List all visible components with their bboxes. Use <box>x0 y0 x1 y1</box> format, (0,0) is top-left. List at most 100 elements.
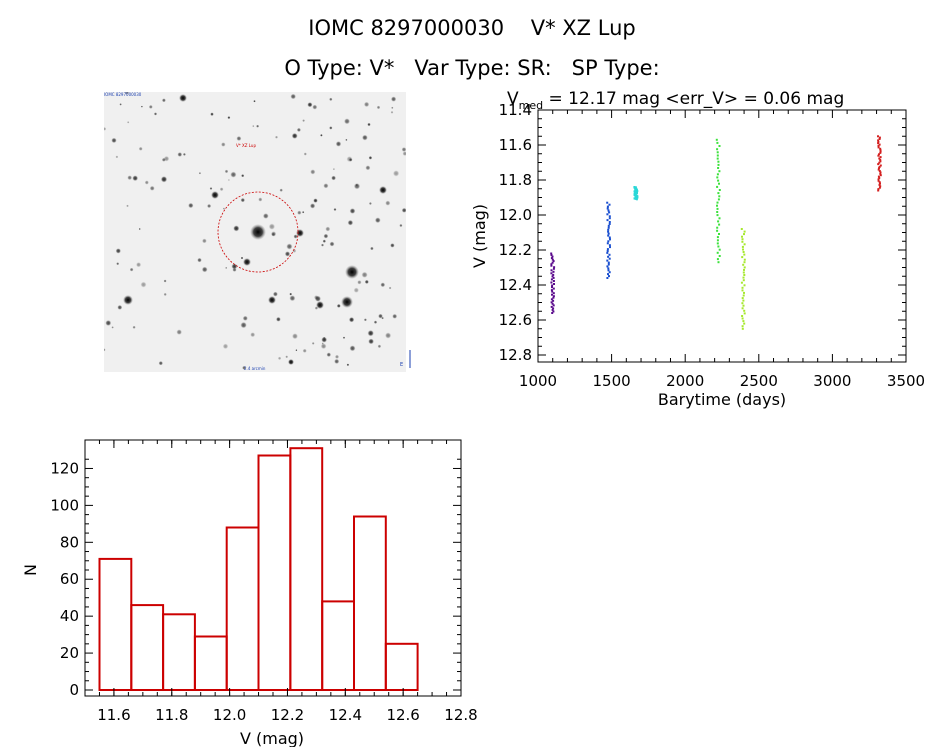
data-point-epoch-2 <box>607 228 610 231</box>
hist-y-tick-label: 60 <box>60 570 79 588</box>
data-point-epoch-6 <box>877 154 880 157</box>
background-star <box>302 119 305 122</box>
data-point-epoch-5 <box>740 281 743 284</box>
data-point-epoch-2 <box>606 201 609 204</box>
background-star <box>270 231 277 237</box>
y-tick-label: 11.6 <box>499 136 532 154</box>
bright-star <box>379 186 387 194</box>
data-point-epoch-5 <box>741 327 744 330</box>
background-star <box>262 213 269 219</box>
data-point-epoch-5 <box>742 320 745 323</box>
background-star <box>132 175 139 182</box>
background-star <box>334 354 340 359</box>
x-tick-label: 1500 <box>593 372 631 390</box>
background-star <box>346 156 353 163</box>
data-point-epoch-4 <box>717 198 720 201</box>
data-point-epoch-1 <box>550 264 553 267</box>
data-point-epoch-4 <box>718 170 721 173</box>
background-star <box>289 295 296 302</box>
data-point-epoch-4 <box>717 220 720 223</box>
data-point-epoch-2 <box>607 240 610 243</box>
hist-y-tick-label: 0 <box>69 681 79 699</box>
light-curve-title: Vmed = 12.17 mag <err_V> = 0.06 mag <box>507 89 844 112</box>
data-point-epoch-2 <box>607 224 610 227</box>
data-point-epoch-4 <box>716 251 719 254</box>
background-star <box>345 138 348 141</box>
background-star <box>127 121 130 124</box>
histogram-bar <box>289 447 324 692</box>
data-point-epoch-6 <box>877 175 880 178</box>
data-point-epoch-6 <box>879 160 882 163</box>
data-point-epoch-6 <box>879 149 882 152</box>
background-star <box>286 243 293 250</box>
background-star <box>302 348 307 353</box>
histogram-bar <box>257 454 292 691</box>
background-star <box>272 291 278 297</box>
background-star <box>401 207 406 213</box>
data-point-epoch-5 <box>743 309 746 312</box>
background-star <box>385 332 392 339</box>
data-point-epoch-4 <box>718 223 721 226</box>
hist-y-tick-label: 40 <box>60 607 79 625</box>
data-point-epoch-5 <box>741 307 744 310</box>
background-star <box>353 287 359 293</box>
background-star <box>332 168 335 171</box>
background-star <box>161 98 166 103</box>
background-star <box>361 271 368 278</box>
background-star <box>347 219 354 226</box>
histogram-bars <box>98 447 419 692</box>
data-point-epoch-4 <box>716 148 719 151</box>
data-point-epoch-4 <box>716 258 719 261</box>
data-point-epoch-1 <box>550 252 553 255</box>
background-star <box>268 223 276 230</box>
background-star <box>296 127 301 132</box>
background-star <box>116 262 120 266</box>
title-sub: med <box>519 99 543 112</box>
data-point-epoch-5 <box>741 245 744 248</box>
image-target-label: V* XZ Lup <box>236 143 256 148</box>
data-point-epoch-1 <box>551 255 554 258</box>
background-star <box>385 200 391 206</box>
background-star <box>320 343 327 350</box>
data-point-epoch-1 <box>550 278 553 281</box>
background-star <box>256 124 260 128</box>
data-point-epoch-1 <box>550 298 553 301</box>
data-point-epoch-4 <box>717 160 720 163</box>
data-point-epoch-5 <box>743 243 746 246</box>
data-point-epoch-5 <box>741 315 744 317</box>
background-star <box>331 175 336 181</box>
bright-star <box>179 94 187 102</box>
y-tick-label: 12.8 <box>499 346 532 364</box>
background-star <box>392 170 400 177</box>
background-star <box>378 313 383 319</box>
data-point-epoch-2 <box>607 269 610 272</box>
background-star <box>321 336 328 343</box>
data-point-epoch-6 <box>877 139 880 142</box>
data-point-epoch-2 <box>607 226 610 229</box>
background-star <box>374 217 381 224</box>
data-point-epoch-1 <box>550 301 553 304</box>
data-point-epoch-2 <box>607 230 610 233</box>
background-star <box>148 104 153 109</box>
background-star <box>367 122 371 127</box>
background-star <box>357 280 362 285</box>
y-tick-label: 11.8 <box>499 171 532 189</box>
data-point-epoch-6 <box>878 136 881 139</box>
background-star <box>240 256 244 260</box>
data-point-epoch-2 <box>606 242 609 245</box>
data-point-epoch-2 <box>608 223 611 225</box>
data-point-epoch-6 <box>879 151 882 154</box>
data-point-epoch-4 <box>716 176 719 179</box>
data-point-epoch-6 <box>879 150 882 153</box>
data-point-epoch-1 <box>552 304 555 307</box>
data-point-epoch-5 <box>741 302 744 305</box>
background-star <box>388 286 392 290</box>
background-star <box>176 329 182 335</box>
image-bottom-label: 2.4 arcmin <box>244 366 266 371</box>
data-point-epoch-1 <box>552 299 555 302</box>
bright-star <box>296 229 304 237</box>
background-star <box>253 100 256 103</box>
data-point-epoch-4 <box>718 248 721 251</box>
background-star <box>140 281 147 288</box>
background-star <box>322 239 326 243</box>
